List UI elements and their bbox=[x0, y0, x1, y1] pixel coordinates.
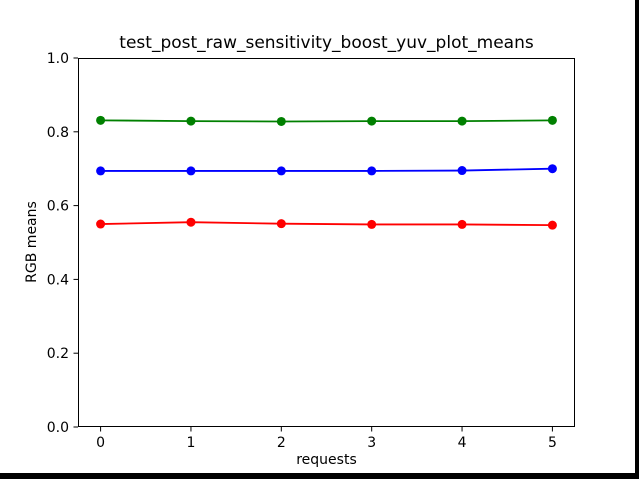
chart-title: test_post_raw_sensitivity_boost_yuv_plot… bbox=[119, 33, 534, 53]
data-point-green-1 bbox=[186, 116, 196, 126]
data-point-green-3 bbox=[367, 116, 377, 126]
data-point-green-5 bbox=[547, 115, 557, 125]
y-tick-label: 0.0 bbox=[47, 420, 69, 436]
x-tick-label: 4 bbox=[458, 435, 467, 451]
series-line-blue bbox=[99, 167, 554, 172]
y-tick-label: 1.0 bbox=[47, 51, 69, 67]
series-line-red bbox=[99, 221, 554, 227]
data-point-red-0 bbox=[96, 219, 106, 229]
x-tick-label: 5 bbox=[548, 435, 557, 451]
axes-frame bbox=[78, 58, 575, 427]
data-point-green-2 bbox=[276, 116, 286, 126]
series-line-green bbox=[99, 119, 554, 123]
x-tick-label: 1 bbox=[186, 435, 195, 451]
data-point-red-5 bbox=[547, 220, 557, 230]
x-tick-label: 0 bbox=[96, 435, 105, 451]
x-tick-label: 3 bbox=[367, 435, 376, 451]
data-point-blue-4 bbox=[457, 166, 467, 176]
data-point-red-4 bbox=[457, 219, 467, 229]
data-point-blue-3 bbox=[367, 166, 377, 176]
data-point-blue-5 bbox=[547, 164, 557, 174]
y-axis-label: RGB means bbox=[24, 201, 40, 283]
data-point-blue-2 bbox=[276, 166, 286, 176]
y-tick-label: 0.2 bbox=[47, 346, 69, 362]
data-point-green-4 bbox=[457, 116, 467, 126]
y-tick-label: 0.4 bbox=[47, 272, 69, 288]
x-tick-label: 2 bbox=[277, 435, 286, 451]
data-point-red-1 bbox=[186, 217, 196, 227]
data-point-red-2 bbox=[276, 219, 286, 229]
data-point-blue-1 bbox=[186, 166, 196, 176]
y-tick-label: 0.6 bbox=[47, 199, 69, 215]
x-axis-label: requests bbox=[296, 452, 357, 468]
y-tick-label: 0.8 bbox=[47, 125, 69, 141]
plot-area: 0.0 0.2 0.4 0.6 0.8 1.0 0 1 2 3 4 5 bbox=[47, 51, 575, 451]
data-point-red-3 bbox=[367, 219, 377, 229]
data-point-green-0 bbox=[96, 115, 106, 125]
data-point-blue-0 bbox=[96, 166, 106, 176]
